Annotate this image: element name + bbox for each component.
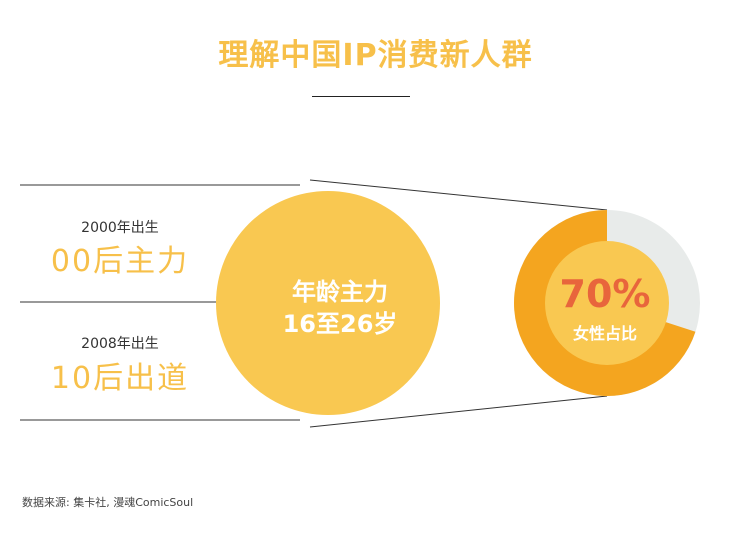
title-underline bbox=[312, 96, 410, 97]
source-note: 数据来源: 集卡社, 漫魂ComicSoul bbox=[22, 496, 194, 509]
gender-donut-chart bbox=[514, 210, 700, 397]
page-title: 理解中国IP消费新人群 bbox=[218, 38, 533, 73]
donut-center bbox=[545, 241, 669, 365]
connector-top bbox=[309, 179, 608, 211]
age-circle bbox=[216, 191, 440, 415]
connector-bottom bbox=[309, 395, 608, 428]
gen-2000-label: 2000年出生 bbox=[81, 220, 159, 236]
age-circle-line2: 16至26岁 bbox=[282, 310, 398, 338]
gen-2008-value: 10后出道 bbox=[50, 361, 190, 396]
age-circle-line1: 年龄主力 bbox=[292, 278, 388, 306]
female-percentage: 70% bbox=[559, 272, 651, 316]
female-ratio-label: 女性占比 bbox=[572, 324, 637, 343]
gen-2000-value: 00后主力 bbox=[50, 244, 190, 279]
gen-2008-label: 2008年出生 bbox=[81, 336, 159, 352]
